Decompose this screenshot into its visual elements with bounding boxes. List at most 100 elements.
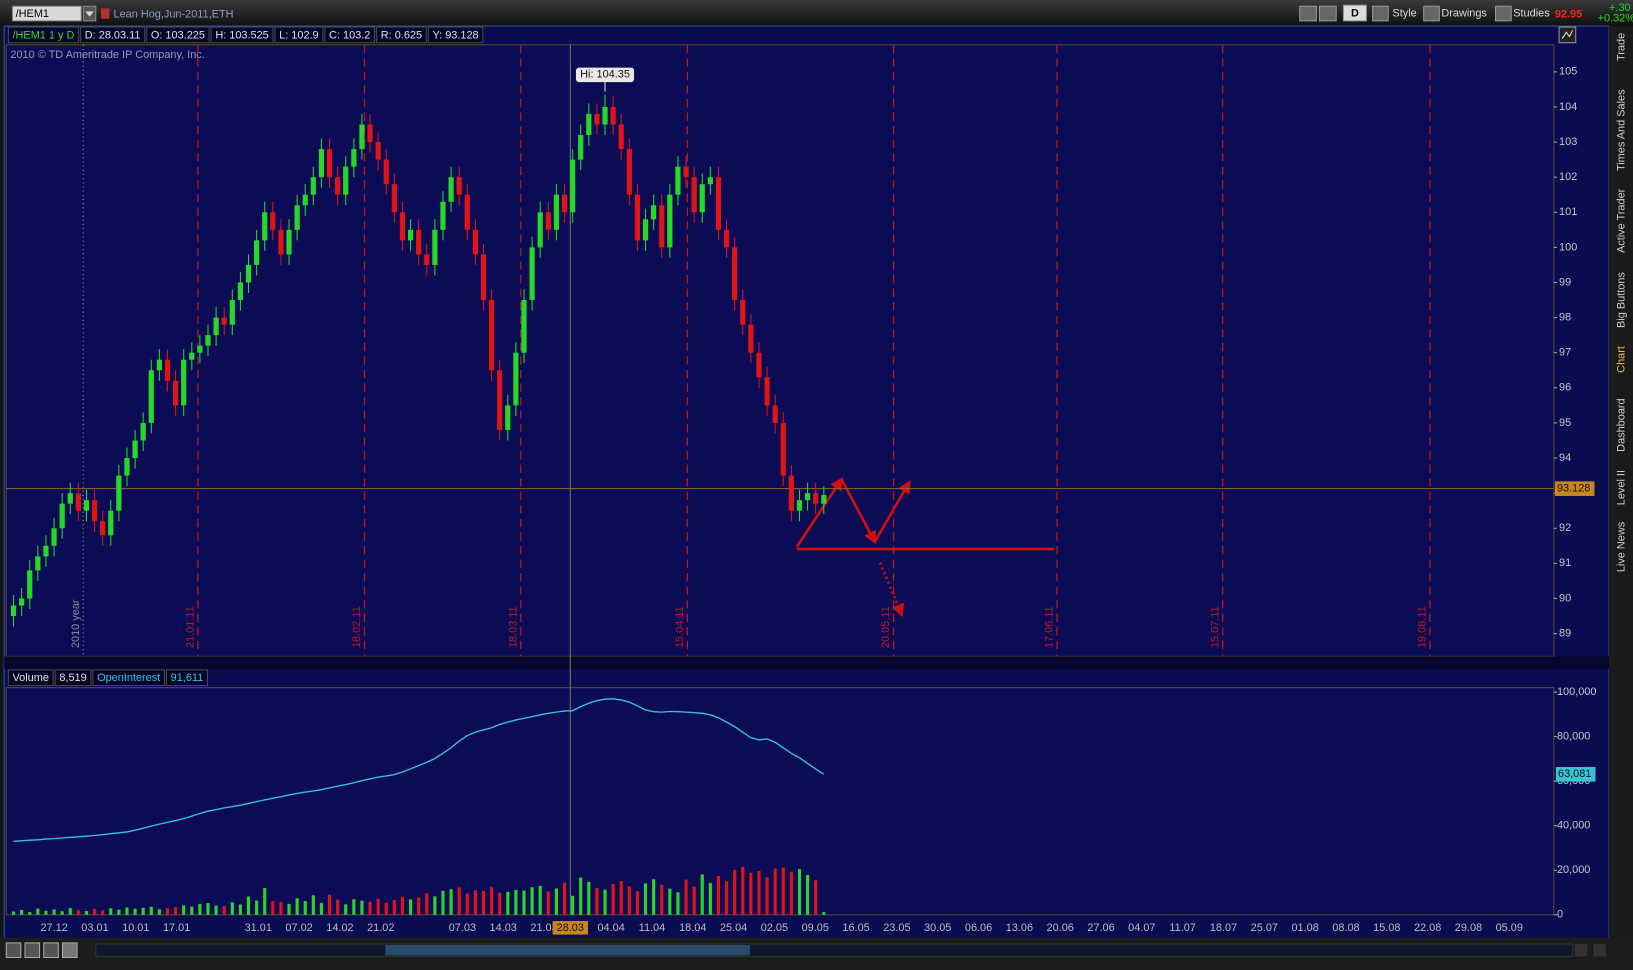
volume-bar: [789, 871, 793, 915]
studies-icon[interactable]: [1495, 5, 1512, 22]
drawings-icon[interactable]: [1423, 5, 1440, 22]
candle-body: [424, 254, 430, 265]
price-panel: [5, 44, 1555, 657]
candle-body: [642, 219, 649, 241]
symbol-box[interactable]: [11, 5, 82, 22]
x-tick-label: 21.03: [530, 922, 557, 934]
volume-bar: [806, 874, 810, 915]
candle-body: [464, 194, 470, 230]
candle-body: [505, 405, 511, 430]
bottom-icon[interactable]: [5, 942, 22, 959]
volume-bar: [319, 902, 323, 915]
link-icon[interactable]: [101, 8, 110, 19]
chart-settings-icon[interactable]: [1558, 26, 1577, 44]
toolbar-button[interactable]: Studies: [1513, 7, 1550, 19]
candle-body: [229, 300, 235, 325]
volume-bar: [190, 906, 194, 915]
side-tab[interactable]: Big Buttons: [1615, 272, 1627, 328]
x-tick-label: 20.06: [1047, 922, 1074, 934]
volume-bar: [408, 899, 413, 915]
side-tab[interactable]: Dashboard: [1615, 398, 1627, 451]
volume-bar: [611, 883, 615, 915]
candle-body: [140, 422, 146, 441]
candle-body: [221, 317, 227, 325]
volume-bar: [101, 910, 105, 915]
side-tab[interactable]: Trade: [1615, 33, 1627, 61]
candle-body: [59, 503, 65, 529]
projection-arrow[interactable]: [840, 478, 877, 545]
volume-bar: [441, 890, 445, 915]
candle-body: [472, 229, 478, 255]
candle-body: [51, 528, 57, 546]
candle-body: [537, 212, 543, 248]
toolbar-button[interactable]: Drawings: [1441, 7, 1487, 19]
zoom-out[interactable]: [43, 942, 59, 959]
study-box: [92, 669, 165, 687]
volume-bar: [498, 892, 502, 915]
scrollbar-thumb[interactable]: [385, 944, 750, 956]
volume-bar: [303, 900, 307, 915]
candle-body: [294, 205, 300, 230]
info-box: [376, 26, 427, 44]
volume-bar: [76, 910, 80, 915]
percent-change: +0.32%: [1598, 13, 1633, 25]
volume-bar: [400, 896, 405, 915]
aggregation-button[interactable]: [1342, 4, 1367, 22]
net-change: +.30: [1609, 2, 1631, 14]
chart-settings-glyph: [1561, 29, 1574, 39]
candle-body: [19, 598, 25, 606]
candle-body: [586, 113, 592, 136]
tool-icon[interactable]: [1299, 5, 1317, 22]
volume-bar: [157, 909, 161, 915]
side-tab[interactable]: Live News: [1615, 521, 1627, 572]
volume-bar: [822, 912, 826, 915]
last-price-label: 93.128: [1557, 483, 1590, 495]
volume-tick-label: 40,000: [1557, 820, 1590, 832]
side-tab[interactable]: Active Trader: [1615, 188, 1627, 253]
volume-bar: [109, 908, 113, 915]
volume-bar: [165, 908, 170, 915]
candle-body: [108, 510, 114, 536]
candle-body: [456, 177, 462, 195]
volume-bar: [360, 900, 364, 915]
candle-body: [610, 106, 616, 125]
y-tick-label: 105: [1559, 66, 1577, 78]
info-box: [274, 26, 324, 44]
style-icon[interactable]: [1372, 5, 1389, 22]
study-label: 8,519: [59, 672, 86, 684]
scroll-right[interactable]: [1574, 943, 1588, 957]
volume-bar: [765, 877, 769, 915]
volume-bar: [473, 890, 477, 915]
candle-body: [213, 317, 219, 336]
x-tick-label: 21.02: [367, 922, 394, 934]
volume-bar: [490, 886, 494, 915]
info-item: D: 28.03.11: [85, 29, 141, 41]
scroll-end[interactable]: [1593, 943, 1606, 957]
panel-separator: [4, 656, 1610, 669]
info-item: L: 102.9: [279, 29, 318, 41]
y-tick-label: 97: [1559, 347, 1571, 359]
candle-body: [335, 177, 341, 195]
side-tab[interactable]: Times And Sales: [1615, 89, 1627, 171]
volume-bar: [376, 898, 380, 915]
candle-body: [448, 177, 454, 202]
candle-body: [796, 500, 803, 511]
side-tab[interactable]: Level II: [1615, 470, 1627, 505]
pan-tool[interactable]: [61, 942, 78, 959]
breakdown-arrow[interactable]: [878, 562, 904, 618]
y-tick-label: 98: [1559, 311, 1571, 323]
info-item: O: 103.225: [151, 29, 205, 41]
projection-arrow[interactable]: [795, 477, 843, 548]
x-tick-label: 05.09: [1496, 922, 1523, 934]
side-tab[interactable]: Chart: [1615, 346, 1627, 373]
candle-body: [780, 422, 786, 476]
scrollbar-track[interactable]: [95, 943, 1574, 957]
y-tick-label: 95: [1559, 417, 1571, 429]
volume-tick-label: 0: [1557, 909, 1563, 921]
projection-arrow[interactable]: [873, 480, 911, 543]
candle-body: [732, 247, 738, 301]
toolbar-button[interactable]: Style: [1392, 7, 1416, 19]
high-badge: [575, 67, 635, 83]
zoom-in[interactable]: [24, 942, 41, 959]
tool-icon[interactable]: [1319, 5, 1337, 22]
